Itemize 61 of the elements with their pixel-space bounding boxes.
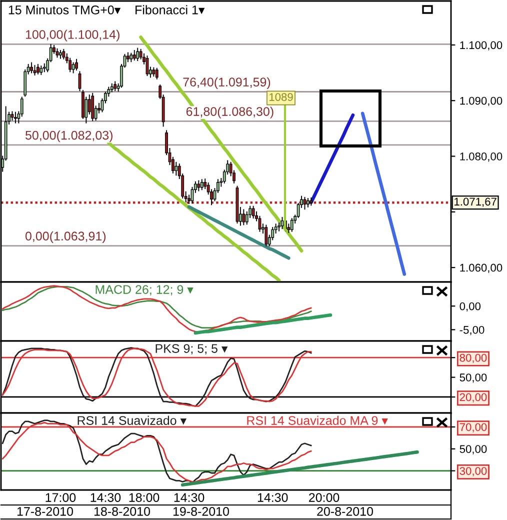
candlestick bbox=[264, 224, 268, 246]
candlestick bbox=[75, 58, 78, 70]
text: 20-8-2010 bbox=[317, 507, 374, 516]
line-series bbox=[310, 113, 355, 204]
y-tick-label: 1.080,00 bbox=[460, 152, 502, 162]
x-tick-label: 14:30 bbox=[174, 493, 204, 502]
chart-title: 15 Minutos TMG+0▾ Fibonacci 1▾ bbox=[8, 5, 205, 14]
candlestick bbox=[252, 206, 255, 218]
y-tick-label: -5,00 bbox=[460, 326, 484, 336]
ref-line-label: 1.071,67 bbox=[454, 198, 496, 207]
y-tick-label: 30,00 bbox=[460, 467, 487, 476]
candlestick bbox=[197, 180, 200, 192]
candlestick bbox=[30, 62, 33, 74]
x-tick-label: 20:00 bbox=[309, 493, 340, 502]
text: 17-8-2010 bbox=[17, 507, 74, 516]
candlestick bbox=[132, 50, 136, 60]
annotation: 100,00(1.100,14) bbox=[26, 30, 120, 42]
line-series bbox=[107, 141, 281, 282]
candlestick bbox=[91, 92, 94, 122]
annotation: 0,00(1.063,91) bbox=[25, 231, 106, 243]
text: 18-8-2010 bbox=[94, 507, 150, 516]
series-label: RSI 14 Suavizado ▾ bbox=[78, 416, 187, 425]
x-tick-label: 14:30 bbox=[258, 493, 288, 502]
y-tick-label: 1.060,00 bbox=[460, 264, 502, 273]
y-tick-label: 0,00 bbox=[460, 302, 481, 312]
candlestick bbox=[258, 216, 262, 232]
y-tick-label: 50,00 bbox=[460, 374, 487, 383]
y-tick-label: 1.100,00 bbox=[460, 41, 502, 50]
series-label: PKS 9; 5; 5 ▾ bbox=[156, 344, 228, 354]
line-series bbox=[360, 112, 406, 276]
annotation: 50,00(1.082,03) bbox=[26, 130, 112, 142]
annotation: 61,80(1.086,30) bbox=[186, 106, 274, 118]
y-tick-label: 80,00 bbox=[460, 354, 487, 364]
candlestick bbox=[174, 162, 178, 176]
candlestick bbox=[33, 65, 36, 76]
candlestick bbox=[62, 48, 66, 60]
y-tick-label: 20,00 bbox=[460, 393, 487, 402]
candlestick bbox=[290, 218, 294, 232]
candlestick bbox=[155, 68, 158, 80]
annotation: 76,40(1.091,59) bbox=[183, 77, 270, 89]
y-tick-label: 50,00 bbox=[460, 445, 487, 454]
candlestick bbox=[200, 179, 204, 190]
candlestick bbox=[242, 209, 246, 226]
candlestick bbox=[72, 62, 75, 74]
candlestick bbox=[136, 48, 140, 62]
annotation: 1089 bbox=[269, 93, 293, 101]
y-tick-label: 1.090,00 bbox=[460, 96, 502, 106]
text: RSI 14 Suavizado MA 9 ▾ bbox=[247, 416, 388, 425]
line-series bbox=[187, 205, 290, 260]
line-series bbox=[194, 313, 332, 335]
candlestick bbox=[68, 58, 72, 72]
line-series bbox=[180, 450, 419, 487]
candlestick bbox=[42, 63, 46, 72]
text: 19-8-2010 bbox=[173, 507, 230, 516]
candlestick bbox=[14, 112, 17, 124]
series-label: MACD 26; 12; 9 ▾ bbox=[96, 285, 194, 296]
x-tick-label: 14:30 bbox=[90, 493, 121, 502]
candlestick bbox=[36, 64, 40, 74]
y-tick-label: 70,00 bbox=[460, 423, 487, 432]
x-tick-label: 17:00 bbox=[46, 493, 76, 502]
x-tick-label: 18:00 bbox=[129, 493, 160, 502]
